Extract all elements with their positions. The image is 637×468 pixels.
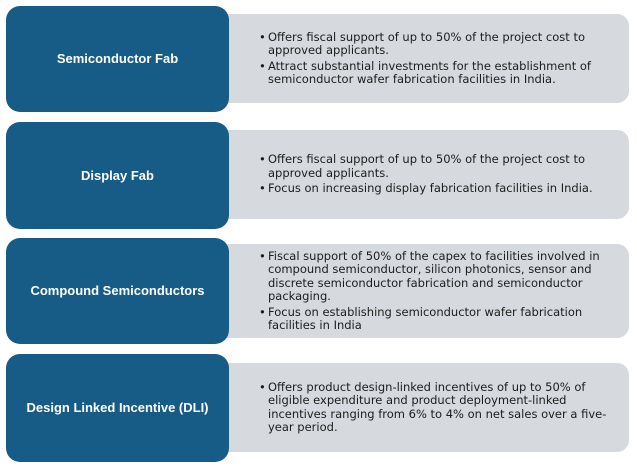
bullet-item: Attract substantial investments for the … bbox=[259, 59, 615, 87]
scheme-row-design-linked-incentive: Offers product design-linked incentives … bbox=[0, 351, 637, 468]
scheme-label: Compound Semiconductors bbox=[30, 283, 205, 298]
scheme-row-compound-semiconductors: Fiscal support of 50% of the capex to fa… bbox=[0, 234, 637, 351]
bullet-item: Offers fiscal support of up to 50% of th… bbox=[259, 153, 615, 180]
bullet-item: Focus on establishing semiconductor wafe… bbox=[259, 305, 615, 333]
scheme-label-box: Semiconductor Fab bbox=[6, 6, 229, 112]
bullet-item: Fiscal support of 50% of the capex to fa… bbox=[259, 249, 615, 304]
scheme-label: Display Fab bbox=[81, 167, 154, 183]
bullet-list: Offers product design-linked incentives … bbox=[259, 363, 615, 452]
scheme-details-box: Fiscal support of 50% of the capex to fa… bbox=[212, 244, 629, 338]
scheme-label-box: Compound Semiconductors bbox=[6, 238, 229, 344]
bullet-item: Focus on increasing display fabrication … bbox=[259, 182, 615, 196]
scheme-label-box: Display Fab bbox=[6, 122, 229, 229]
scheme-row-semiconductor-fab: Offers fiscal support of up to 50% of th… bbox=[0, 0, 637, 117]
scheme-details-box: Offers fiscal support of up to 50% of th… bbox=[212, 14, 629, 103]
bullet-list: Offers fiscal support of up to 50% of th… bbox=[259, 14, 615, 103]
scheme-label: Design Linked Incentive (DLI) bbox=[26, 400, 209, 415]
bullet-list: Offers fiscal support of up to 50% of th… bbox=[259, 130, 615, 219]
bullet-list: Fiscal support of 50% of the capex to fa… bbox=[259, 244, 615, 338]
scheme-label-box: Design Linked Incentive (DLI) bbox=[6, 354, 229, 462]
scheme-details-box: Offers product design-linked incentives … bbox=[212, 363, 629, 452]
bullet-item: Offers fiscal support of up to 50% of th… bbox=[259, 30, 615, 58]
bullet-item: Offers product design-linked incentives … bbox=[259, 380, 615, 435]
scheme-label: Semiconductor Fab bbox=[56, 51, 179, 66]
scheme-row-display-fab: Offers fiscal support of up to 50% of th… bbox=[0, 117, 637, 234]
scheme-details-box: Offers fiscal support of up to 50% of th… bbox=[212, 130, 629, 219]
